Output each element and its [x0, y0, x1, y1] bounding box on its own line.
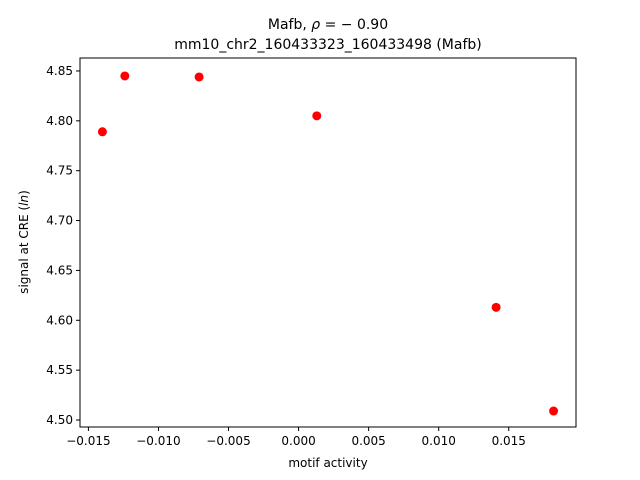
y-tick-label: 4.85 [46, 64, 73, 78]
data-point [549, 406, 559, 416]
y-tick-label: 4.80 [46, 114, 73, 128]
chart-title-line1: Mafb, ρ = − 0.90 [268, 17, 388, 33]
x-axis-label: motif activity [288, 456, 367, 470]
x-tick-label: −0.005 [206, 434, 250, 448]
data-point [194, 72, 204, 82]
y-axis-ticks: 4.50 4.55 4.60 4.65 4.70 4.75 4.80 4.85 [46, 64, 80, 427]
y-tick-label: 4.50 [46, 413, 73, 427]
data-point [312, 111, 322, 121]
plot-frame [79, 57, 577, 428]
y-tick-label: 4.60 [46, 313, 73, 327]
data-points [97, 71, 559, 416]
x-tick-label: −0.010 [136, 434, 180, 448]
y-axis-label: signal at CRE (ln) [17, 190, 31, 294]
x-tick-label: 0.010 [422, 434, 456, 448]
x-tick-label: 0.005 [351, 434, 385, 448]
data-point [120, 71, 130, 81]
y-tick-label: 4.70 [46, 214, 73, 228]
y-tick-label: 4.75 [46, 164, 73, 178]
y-tick-label: 4.65 [46, 263, 73, 277]
data-point [491, 302, 501, 312]
chart-title-line2: mm10_chr2_160433323_160433498 (Mafb) [174, 37, 482, 53]
x-tick-label: 0.000 [281, 434, 315, 448]
x-tick-label: −0.015 [66, 434, 110, 448]
y-tick-label: 4.55 [46, 363, 73, 377]
data-point [97, 127, 107, 137]
x-tick-label: 0.015 [492, 434, 526, 448]
x-axis-ticks: −0.015 −0.010 −0.005 0.000 0.005 0.010 0.015 [66, 427, 526, 448]
